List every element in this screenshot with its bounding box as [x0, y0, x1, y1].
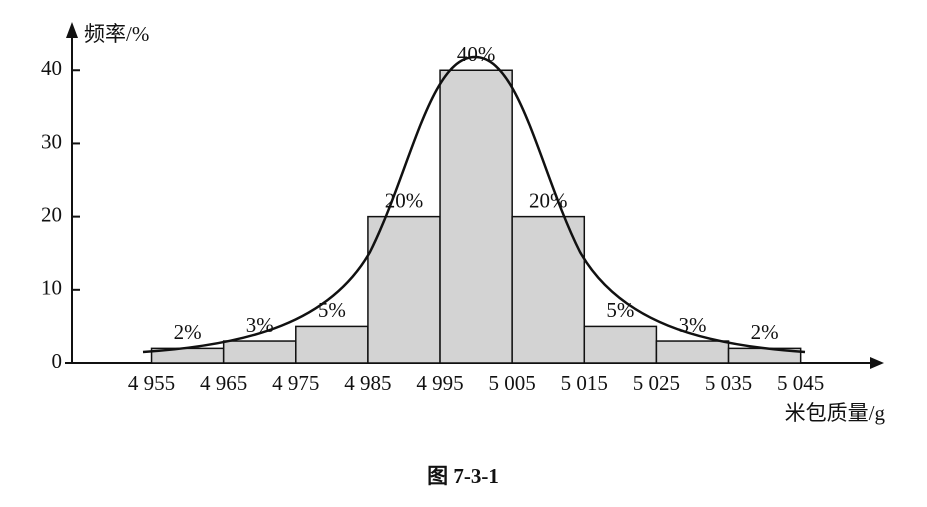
- bar: [511, 215, 586, 364]
- x-tick-label: 4 985: [344, 371, 391, 395]
- value-label: 40%: [457, 42, 496, 66]
- caption: 图 7-3-1: [427, 464, 499, 488]
- y-tick-label: 20: [41, 202, 62, 226]
- x-tick-label: 5 005: [489, 371, 536, 395]
- bar: [583, 325, 658, 364]
- x-tick-label: 5 015: [561, 371, 608, 395]
- x-tick-label: 4 955: [128, 371, 175, 395]
- x-tick-label: 5 025: [633, 371, 680, 395]
- x-arrow: [870, 357, 884, 369]
- value-label: 20%: [385, 188, 424, 212]
- y-tick-label: 0: [52, 349, 63, 373]
- value-label: 2%: [174, 320, 202, 344]
- y-label: 频率/%: [84, 22, 149, 46]
- y-tick-label: 40: [41, 56, 62, 80]
- y-tick-label: 30: [41, 129, 62, 153]
- value-label: 2%: [751, 320, 779, 344]
- bar: [367, 215, 441, 364]
- x-tick-label: 5 045: [777, 371, 824, 395]
- bars: [150, 69, 802, 364]
- bar: [655, 340, 730, 364]
- value-label: 20%: [529, 188, 568, 212]
- value-label: 3%: [678, 313, 706, 337]
- x-tick-label: 4 995: [416, 371, 463, 395]
- x-tick-label: 5 035: [705, 371, 752, 395]
- value-label: 3%: [246, 313, 274, 337]
- x-tick-label: 4 975: [272, 371, 319, 395]
- y-tick-label: 10: [41, 276, 62, 300]
- bar: [222, 340, 297, 364]
- bar: [295, 325, 369, 364]
- x-tick-label: 4 965: [200, 371, 247, 395]
- value-label: 5%: [606, 298, 634, 322]
- y-arrow: [66, 22, 78, 38]
- x-label: 米包质量/g: [785, 401, 886, 425]
- bar: [439, 69, 513, 364]
- curve: [142, 55, 806, 354]
- value-label: 5%: [318, 298, 346, 322]
